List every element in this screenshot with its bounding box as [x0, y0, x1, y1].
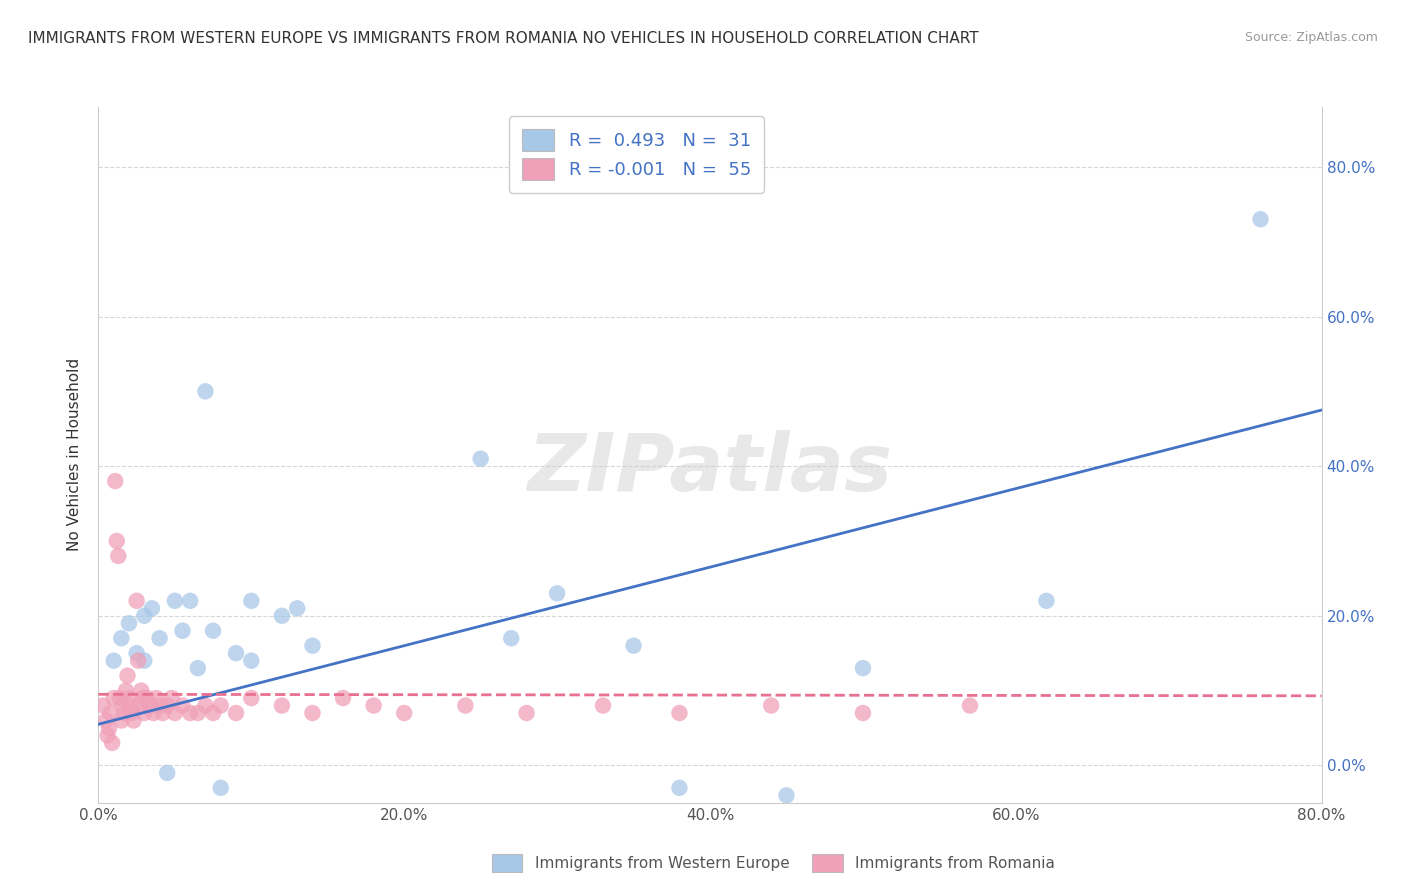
Point	[759, 698, 782, 713]
Point	[149, 631, 172, 645]
Point	[668, 706, 690, 720]
Point	[97, 729, 120, 743]
Point	[775, 789, 797, 803]
Point	[852, 661, 875, 675]
Point	[454, 698, 477, 713]
Point	[179, 594, 201, 608]
Point	[111, 698, 134, 713]
Point	[91, 698, 114, 713]
Point	[108, 691, 131, 706]
Point	[187, 706, 209, 720]
Point	[225, 706, 247, 720]
Point	[959, 698, 981, 713]
Point	[240, 654, 263, 668]
Point	[100, 706, 122, 720]
Point	[301, 706, 323, 720]
Point	[132, 691, 155, 706]
Point	[392, 706, 416, 720]
Point	[470, 451, 492, 466]
Point	[1035, 594, 1057, 608]
Text: IMMIGRANTS FROM WESTERN EUROPE VS IMMIGRANTS FROM ROMANIA NO VEHICLES IN HOUSEHO: IMMIGRANTS FROM WESTERN EUROPE VS IMMIGR…	[28, 31, 979, 46]
Legend: Immigrants from Western Europe, Immigrants from Romania: Immigrants from Western Europe, Immigran…	[484, 846, 1063, 880]
Point	[209, 780, 232, 795]
Point	[136, 691, 159, 706]
Point	[134, 706, 156, 720]
Point	[145, 691, 167, 706]
Point	[105, 533, 128, 548]
Point	[160, 691, 183, 706]
Point	[152, 706, 174, 720]
Point	[117, 668, 139, 682]
Text: ZIPatlas: ZIPatlas	[527, 430, 893, 508]
Point	[285, 601, 308, 615]
Point	[194, 384, 217, 399]
Point	[163, 706, 186, 720]
Point	[139, 698, 162, 713]
Point	[103, 654, 125, 668]
Point	[592, 698, 614, 713]
Point	[107, 549, 129, 563]
Point	[125, 594, 148, 608]
Point	[141, 601, 163, 615]
Point	[104, 474, 127, 488]
Legend: R =  0.493   N =  31, R = -0.001   N =  55: R = 0.493 N = 31, R = -0.001 N = 55	[509, 116, 763, 193]
Point	[127, 654, 149, 668]
Point	[142, 706, 165, 720]
Point	[516, 706, 538, 720]
Point	[118, 691, 141, 706]
Point	[122, 714, 145, 728]
Point	[623, 639, 645, 653]
Point	[363, 698, 385, 713]
Point	[546, 586, 568, 600]
Point	[163, 594, 186, 608]
Point	[668, 780, 690, 795]
Point	[501, 631, 523, 645]
Point	[202, 706, 225, 720]
Point	[270, 698, 292, 713]
Point	[134, 608, 156, 623]
Point	[240, 594, 263, 608]
Point	[149, 698, 172, 713]
Point	[156, 765, 179, 780]
Point	[110, 714, 132, 728]
Point	[202, 624, 225, 638]
Point	[156, 698, 179, 713]
Point	[94, 714, 117, 728]
Point	[852, 706, 875, 720]
Point	[120, 698, 142, 713]
Point	[118, 616, 141, 631]
Point	[225, 646, 247, 660]
Text: Source: ZipAtlas.com: Source: ZipAtlas.com	[1244, 31, 1378, 45]
Point	[1249, 212, 1271, 227]
Point	[103, 691, 125, 706]
Point	[270, 608, 292, 623]
Point	[172, 624, 194, 638]
Point	[301, 639, 323, 653]
Point	[129, 683, 152, 698]
Point	[98, 721, 121, 735]
Point	[101, 736, 124, 750]
Point	[110, 631, 132, 645]
Point	[134, 654, 156, 668]
Point	[240, 691, 263, 706]
Point	[115, 683, 138, 698]
Point	[194, 698, 217, 713]
Point	[128, 698, 150, 713]
Point	[187, 661, 209, 675]
Point	[125, 646, 148, 660]
Point	[121, 706, 143, 720]
Point	[172, 698, 194, 713]
Point	[179, 706, 201, 720]
Point	[112, 706, 135, 720]
Y-axis label: No Vehicles in Household: No Vehicles in Household	[67, 359, 83, 551]
Point	[332, 691, 354, 706]
Point	[209, 698, 232, 713]
